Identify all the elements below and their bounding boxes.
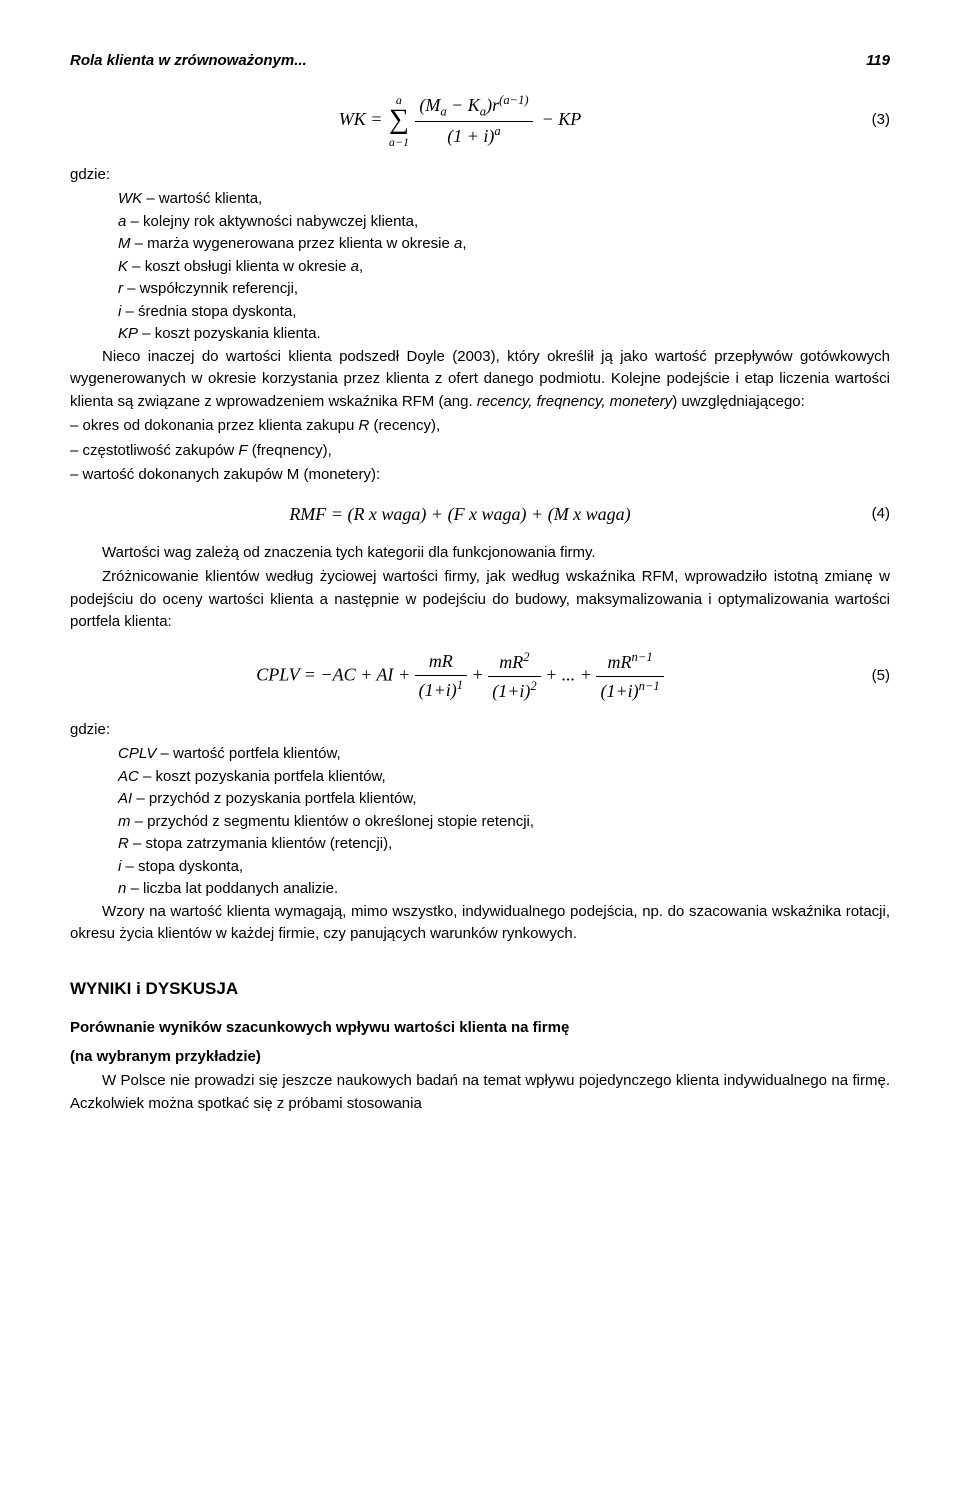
paragraph-5: W Polsce nie prowadzi się jeszcze naukow… xyxy=(70,1070,890,1115)
gdzie-label-1: gdzie: xyxy=(70,164,890,187)
equation-4-number: (4) xyxy=(850,503,890,526)
equation-4-row: RMF = (R x waga) + (F x waga) + (M x wag… xyxy=(70,501,890,528)
paragraph-2: Wartości wag zależą od znaczenia tych ka… xyxy=(70,542,890,565)
paragraph-1: Nieco inaczej do wartości klienta podsze… xyxy=(70,346,890,414)
equation-3: WK = a∑a−1 (Ma − Ka)r(a−1) (1 + i)a − KP xyxy=(70,91,850,150)
paragraph-4: Wzory na wartość klienta wymagają, mimo … xyxy=(70,901,890,946)
header-page: 119 xyxy=(866,50,890,73)
equation-5-number: (5) xyxy=(850,665,890,688)
subheading-1: Porównanie wyników szacunkowych wpływu w… xyxy=(70,1017,890,1040)
equation-3-number: (3) xyxy=(850,109,890,132)
header-title: Rola klienta w zrównoważonym... xyxy=(70,50,307,73)
running-header: Rola klienta w zrównoważonym... 119 xyxy=(70,50,890,73)
equation-3-row: WK = a∑a−1 (Ma − Ka)r(a−1) (1 + i)a − KP… xyxy=(70,91,890,150)
definitions-1: WK – wartość klienta, a – kolejny rok ak… xyxy=(118,188,890,346)
dash-list-1: – okres od dokonania przez klienta zakup… xyxy=(70,415,890,487)
section-heading: WYNIKI i DYSKUSJA xyxy=(70,976,890,1002)
definitions-2: CPLV – wartość portfela klientów, AC – k… xyxy=(118,743,890,901)
equation-4: RMF = (R x waga) + (F x waga) + (M x wag… xyxy=(70,501,850,528)
equation-5: CPLV = −AC + AI + mR(1+i)1 + mR2(1+i)2 +… xyxy=(70,648,850,705)
paragraph-3: Zróżnicowanie klientów według życiowej w… xyxy=(70,566,890,634)
subheading-2: (na wybranym przykładzie) xyxy=(70,1046,890,1069)
equation-5-row: CPLV = −AC + AI + mR(1+i)1 + mR2(1+i)2 +… xyxy=(70,648,890,705)
gdzie-label-2: gdzie: xyxy=(70,719,890,742)
